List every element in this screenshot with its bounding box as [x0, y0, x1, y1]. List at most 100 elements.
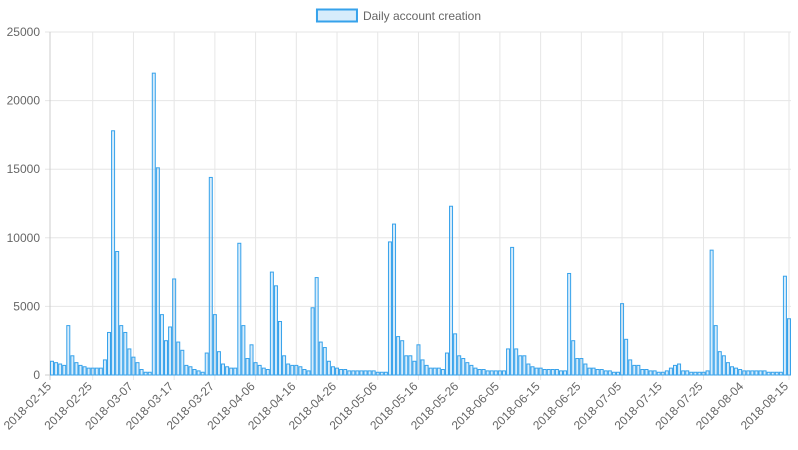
bar — [392, 223, 397, 376]
bar — [668, 367, 673, 376]
bar — [416, 344, 421, 376]
bar — [383, 371, 388, 376]
bar — [534, 367, 539, 376]
legend-swatch — [315, 8, 358, 23]
bar — [111, 130, 116, 376]
bar — [176, 341, 181, 376]
bar — [310, 307, 315, 376]
bar — [575, 358, 580, 376]
bar — [677, 363, 682, 376]
bar — [188, 366, 193, 376]
bar — [721, 355, 726, 376]
bar — [139, 369, 144, 376]
bar — [269, 271, 274, 376]
bar — [782, 275, 787, 376]
bar — [351, 370, 356, 376]
bar — [607, 370, 612, 376]
bar — [257, 364, 262, 376]
bar — [493, 370, 498, 376]
bar — [787, 318, 791, 376]
bar — [335, 367, 340, 376]
bar — [294, 364, 299, 376]
bar — [693, 371, 698, 376]
bar — [579, 358, 584, 376]
bar — [774, 371, 779, 376]
bar — [123, 331, 128, 376]
bar — [440, 369, 445, 376]
y-tick-label: 10000 — [7, 231, 41, 245]
bar — [766, 371, 771, 376]
x-tick-label: 2018-08-15 — [738, 379, 792, 433]
bar — [652, 370, 657, 376]
bar — [200, 371, 205, 376]
bar — [107, 331, 112, 376]
bar — [542, 369, 547, 376]
bar — [400, 340, 405, 376]
bar — [734, 367, 739, 376]
bar — [628, 359, 633, 376]
bar — [595, 369, 600, 376]
bar — [135, 362, 140, 376]
bar — [355, 370, 360, 376]
bar — [481, 369, 486, 376]
bar — [428, 367, 433, 376]
y-tick-label: 20000 — [7, 94, 41, 108]
y-tick-label: 25000 — [7, 25, 41, 39]
bar — [420, 359, 425, 376]
bar — [461, 358, 466, 376]
bar — [241, 325, 246, 376]
bar — [571, 340, 576, 376]
bar — [660, 371, 665, 376]
bar — [717, 351, 722, 376]
bar — [249, 344, 254, 376]
bar — [758, 370, 763, 376]
bar — [611, 371, 616, 376]
bar — [510, 246, 515, 376]
bar — [636, 364, 641, 376]
bar — [233, 367, 238, 376]
bar — [558, 370, 563, 376]
bar — [204, 352, 209, 376]
bar — [563, 370, 568, 376]
bar — [196, 370, 201, 376]
bar — [750, 370, 755, 376]
bar — [648, 370, 653, 376]
bar — [359, 370, 364, 376]
bar — [469, 364, 474, 376]
bar — [180, 349, 185, 376]
bar — [143, 371, 148, 376]
bar — [375, 371, 380, 376]
bar — [237, 242, 242, 376]
bar — [473, 367, 478, 376]
bar — [184, 364, 189, 376]
bar — [729, 366, 734, 376]
bar — [404, 355, 409, 376]
bar — [86, 367, 91, 376]
bar — [90, 367, 95, 376]
bar — [54, 362, 59, 376]
bar — [70, 355, 75, 376]
bar — [709, 249, 714, 376]
bar — [229, 367, 234, 376]
bar — [506, 348, 511, 376]
bar — [672, 364, 677, 376]
bar — [172, 278, 177, 376]
bar — [212, 314, 217, 376]
bar — [387, 241, 392, 376]
bar — [656, 371, 661, 376]
bar — [208, 176, 213, 376]
bar — [742, 370, 747, 376]
bar — [282, 355, 287, 376]
legend-label: Daily account creation — [363, 9, 481, 23]
bar — [444, 352, 449, 376]
bar — [583, 363, 588, 376]
bar — [497, 370, 502, 376]
bar — [339, 369, 344, 376]
bar — [164, 340, 169, 376]
bar — [685, 370, 690, 376]
bar — [432, 367, 437, 376]
bar — [538, 367, 543, 376]
bar — [367, 370, 372, 376]
bar — [119, 325, 124, 376]
bar — [253, 362, 258, 376]
